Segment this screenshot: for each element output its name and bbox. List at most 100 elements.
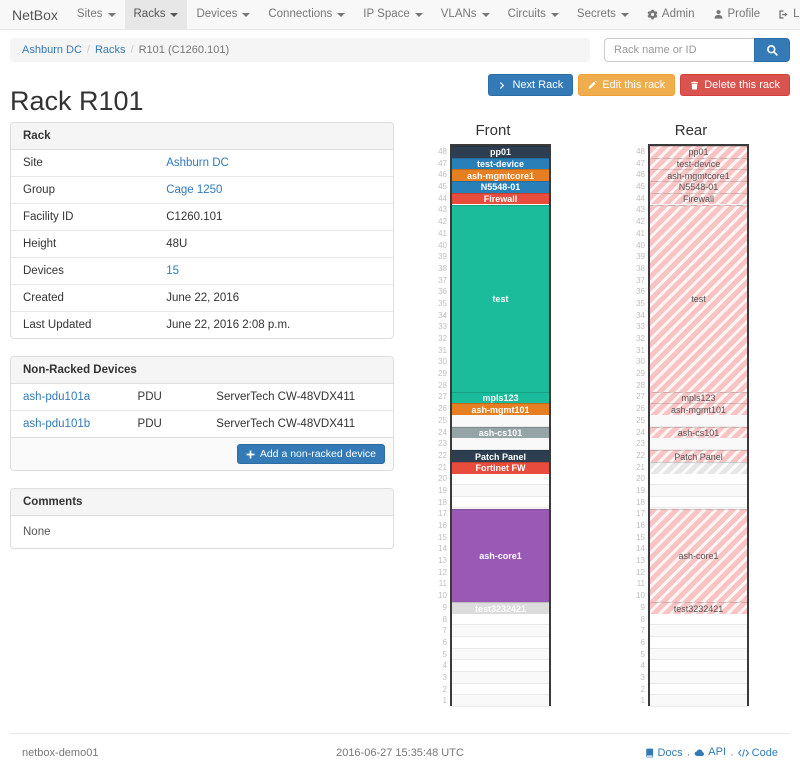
unit-number: 34 xyxy=(438,310,447,320)
unit-number: 5 xyxy=(442,649,447,659)
add-non-racked-device-button[interactable]: Add a non-racked device xyxy=(236,444,385,464)
attr-label: Site xyxy=(23,157,43,169)
rack-device-ash-core1[interactable]: ash-core1 xyxy=(452,508,549,603)
empty-slot xyxy=(452,660,549,672)
unit-number: 6 xyxy=(442,637,447,647)
rack-device-mpls123[interactable]: mpls123 xyxy=(452,391,549,404)
empty-slot xyxy=(650,636,747,649)
device-type: ServerTech CW-48VDX411 xyxy=(216,391,356,403)
trash-icon xyxy=(690,81,699,90)
unit-number: 29 xyxy=(636,369,645,379)
attr-value-site[interactable]: Ashburn DC xyxy=(166,157,229,169)
unit-number: 10 xyxy=(438,591,447,601)
rack-device-pp01[interactable]: pp01 xyxy=(452,146,549,158)
rack-device-firewall[interactable]: Firewall xyxy=(650,192,747,205)
unit-number: 48 xyxy=(636,147,645,156)
rack-device-ash-mgmtcore1[interactable]: ash-mgmtcore1 xyxy=(452,169,549,182)
nav-item-admin[interactable]: Admin xyxy=(638,0,704,29)
unit-number: 31 xyxy=(636,345,645,355)
unit-number: 19 xyxy=(438,485,447,495)
rack-panel: Rack Site Ashburn DC Group Cage 1250 Facilit… xyxy=(10,122,394,339)
rack-device-n5548-01[interactable]: N5548-01 xyxy=(452,181,549,193)
nav-item-circuits[interactable]: Circuits xyxy=(499,0,568,29)
gear-icon xyxy=(647,9,658,20)
rack-device-patch-panel[interactable]: Patch Panel xyxy=(650,450,747,462)
unit-number: 6 xyxy=(640,637,645,647)
rack-device-mpls123[interactable]: mpls123 xyxy=(650,391,747,404)
rack-elevations: Front 48 47 46 45 44 43 42 41 40 39 38 37 36 35 34 33 32… xyxy=(394,122,790,707)
breadcrumb-item-ashburn-dc[interactable]: Ashburn DC xyxy=(22,44,82,56)
search-button[interactable] xyxy=(754,38,790,62)
rack-device-n5548-01[interactable]: N5548-01 xyxy=(650,181,747,193)
unit-number: 25 xyxy=(636,415,645,425)
nav-item-vlans[interactable]: VLANs xyxy=(432,0,499,29)
breadcrumb-separator: / xyxy=(86,44,90,56)
empty-slot xyxy=(650,625,747,637)
unit-number: 1 xyxy=(442,696,447,706)
nav-item-ip-space[interactable]: IP Space xyxy=(354,0,431,29)
rack-device-ash-cs101[interactable]: ash-cs101 xyxy=(650,426,747,439)
unit-number: 22 xyxy=(636,450,645,460)
rack-device-fortinet-fw[interactable]: Fortinet FW xyxy=(452,461,549,474)
attr-row-site: Site Ashburn DC xyxy=(11,150,393,176)
action-buttons: Next Rack Edit this rack Delete this rack xyxy=(488,74,790,96)
rack-device-firewall[interactable]: Firewall xyxy=(452,192,549,205)
rack-device-ash-mgmtcore1[interactable]: ash-mgmtcore1 xyxy=(650,169,747,182)
rack-device-ash-mgmt101[interactable]: ash-mgmt101 xyxy=(650,403,747,416)
nav-item-devices[interactable]: Devices xyxy=(187,0,259,29)
search-input[interactable] xyxy=(604,38,754,62)
delete-this-rack-button[interactable]: Delete this rack xyxy=(680,74,790,96)
nav-item-profile[interactable]: Profile xyxy=(704,0,770,29)
unit-number: 21 xyxy=(636,462,645,472)
nav-item-secrets[interactable]: Secrets xyxy=(568,0,638,29)
rack-device-test-device[interactable]: test-device xyxy=(650,157,747,170)
unit-number: 20 xyxy=(438,474,447,484)
nav-item-label: Circuits xyxy=(507,8,546,20)
search-icon xyxy=(766,44,779,57)
comments-heading: Comments xyxy=(11,489,393,516)
empty-slot xyxy=(452,636,549,649)
rack-device-test[interactable]: test xyxy=(452,204,549,392)
breadcrumb: Ashburn DC / Racks / R101 (C1260.101) xyxy=(10,38,590,62)
brand-netbox[interactable]: NetBox xyxy=(12,7,58,23)
edit-this-rack-button[interactable]: Edit this rack xyxy=(578,74,676,96)
rack-device-ash-mgmt101[interactable]: ash-mgmt101 xyxy=(452,403,549,416)
empty-slot xyxy=(650,660,747,672)
attr-value-height: 48U xyxy=(166,238,188,250)
nav-item-sites[interactable]: Sites xyxy=(68,0,125,29)
attr-value-group[interactable]: Cage 1250 xyxy=(166,184,223,196)
profile-icon xyxy=(713,9,724,20)
footer-link-api[interactable]: API xyxy=(694,746,726,758)
unit-number: 34 xyxy=(636,310,645,320)
non-racked-heading: Non-Racked Devices xyxy=(11,357,393,384)
nav-item-connections[interactable]: Connections xyxy=(259,0,354,29)
empty-slot xyxy=(452,414,549,427)
rack-device-ash-core1[interactable]: ash-core1 xyxy=(650,508,747,603)
rack-device-test-device[interactable]: test-device xyxy=(452,157,549,170)
attr-label: Facility ID xyxy=(23,211,74,223)
rack-device-test3232421[interactable]: test3232421 xyxy=(452,602,549,614)
device-link[interactable]: ash-pdu101a xyxy=(23,391,91,403)
unit-number: 47 xyxy=(438,158,447,168)
rack-device-pp01[interactable]: pp01 xyxy=(650,146,747,158)
unit-number: 42 xyxy=(636,217,645,227)
rack-device-patch-panel[interactable]: Patch Panel xyxy=(452,450,549,462)
rack-device-test3232421[interactable]: test3232421 xyxy=(650,602,747,614)
button-label: Edit this rack xyxy=(602,79,666,91)
unit-number: 8 xyxy=(442,614,447,624)
attr-value-devices[interactable]: 15 xyxy=(166,265,179,277)
breadcrumb-item-racks[interactable]: Racks xyxy=(94,44,126,56)
unit-number: 15 xyxy=(438,532,447,542)
attr-label: Devices xyxy=(23,265,64,277)
rack-device-ash-cs101[interactable]: ash-cs101 xyxy=(452,426,549,439)
unit-number: 16 xyxy=(438,521,447,530)
nav-item-racks[interactable]: Racks xyxy=(124,0,188,29)
unit-number: 24 xyxy=(636,427,645,437)
chevron-down-icon xyxy=(550,12,559,17)
device-link[interactable]: ash-pdu101b xyxy=(23,418,91,430)
rack-device-test[interactable]: test xyxy=(650,204,747,392)
page-title: Rack R101 xyxy=(10,86,144,116)
next-rack-button[interactable]: Next Rack xyxy=(488,74,574,96)
unit-number: 14 xyxy=(636,544,645,554)
nav-item-log-out[interactable]: Log out xyxy=(769,0,800,29)
